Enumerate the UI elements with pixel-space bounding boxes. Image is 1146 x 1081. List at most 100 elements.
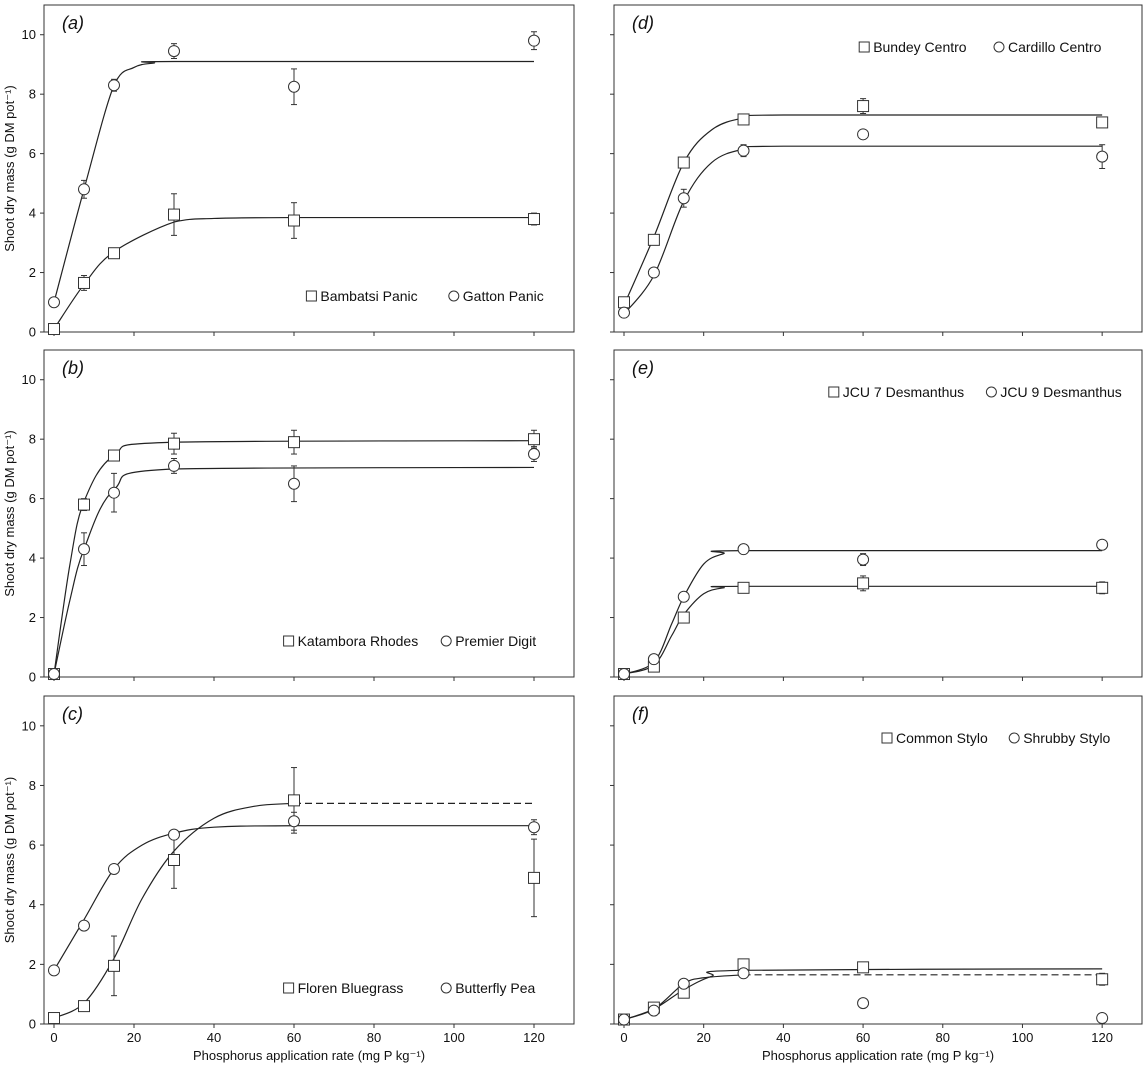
jcu-7-desmanthus-point <box>1096 581 1109 594</box>
y-tick-label: 6 <box>29 838 36 853</box>
y-tick-label: 8 <box>29 87 36 102</box>
floren-bluegrass-point <box>288 794 300 807</box>
premier-digit-point <box>108 486 120 499</box>
bambatsi-panic-legend-label: Bambatsi Panic <box>320 288 417 304</box>
panel-f-label: (f) <box>632 704 649 724</box>
panel-b: 0 2 4 6 8 10 (b) Shoot dry mass (g DM pot⁻¹) Kat… <box>2 349 575 685</box>
gatton-panic-point <box>528 34 540 47</box>
floren-bluegrass-legend-marker <box>283 982 295 994</box>
x-tick-label: 120 <box>1091 1030 1113 1045</box>
gatton-panic-point <box>48 296 60 309</box>
gatton-panic-point <box>108 79 120 92</box>
shrubby-stylo-point <box>857 997 870 1010</box>
butterfly-pea-legend-marker <box>440 982 452 994</box>
shrubby-stylo-point <box>737 967 750 980</box>
cardillo-centro-point <box>677 192 690 205</box>
x-tick-label: 0 <box>620 1030 627 1045</box>
y-tick-label: 0 <box>29 670 36 685</box>
jcu-9-desmanthus-point <box>618 668 630 681</box>
cardillo-centro-point <box>1096 150 1109 163</box>
x-tick-label: 40 <box>207 1030 221 1045</box>
gatton-panic-point <box>168 45 180 58</box>
bundey-centro-point <box>1096 116 1109 129</box>
bundey-centro-point <box>647 233 660 246</box>
common-stylo-legend-marker <box>881 732 893 744</box>
panel-c-label: (c) <box>62 704 83 724</box>
bambatsi-panic-point <box>78 276 90 289</box>
cardillo-centro-legend-label: Cardillo Centro <box>1008 39 1102 55</box>
katambora-rhodes-point <box>168 437 180 450</box>
bambatsi-panic-legend-marker <box>305 290 317 302</box>
jcu-7-desmanthus-point <box>857 577 870 590</box>
bundey-centro-legend-label: Bundey Centro <box>873 39 967 55</box>
premier-digit-point <box>168 459 180 472</box>
jcu-9-desmanthus-point <box>857 553 870 566</box>
butterfly-pea-point <box>168 828 180 841</box>
bundey-centro-point <box>618 296 630 309</box>
shrubby-stylo-point <box>677 977 690 990</box>
cardillo-centro-fit-line <box>623 145 1103 315</box>
katambora-rhodes-legend-label: Katambora Rhodes <box>298 633 419 649</box>
y-tick-label: 8 <box>29 432 36 447</box>
premier-digit-legend-label: Premier Digit <box>455 633 536 649</box>
cardillo-centro-point <box>647 266 660 279</box>
jcu-7-desmanthus-legend-marker <box>828 386 840 398</box>
y-axis-title: Shoot dry mass (g DM pot⁻¹) <box>2 777 17 944</box>
butterfly-pea-point <box>78 919 90 932</box>
panel-d: (d) Bundey Centro Cardillo Centro <box>610 4 1143 336</box>
premier-digit-point <box>78 543 90 556</box>
panel-e-label: (e) <box>632 358 654 378</box>
premier-digit-point <box>528 448 540 461</box>
y-tick-label: 0 <box>29 1017 36 1032</box>
butterfly-pea-fit-line <box>53 825 534 971</box>
jcu-9-desmanthus-point <box>677 590 690 603</box>
bundey-centro-point <box>677 156 690 169</box>
panel-e-frame <box>613 349 1143 678</box>
floren-bluegrass-point <box>48 1012 60 1025</box>
x-tick-label: 0 <box>50 1030 57 1045</box>
y-tick-label: 6 <box>29 146 36 161</box>
floren-bluegrass-point <box>168 854 180 866</box>
gatton-panic-point <box>78 183 90 196</box>
gatton-panic-legend-label: Gatton Panic <box>463 288 544 304</box>
panel-d-label: (d) <box>632 13 654 33</box>
panel-f: 0 20 40 60 80 100 120 (f) Phosphorus application… <box>610 695 1143 1063</box>
jcu-9-desmanthus-legend-marker <box>985 386 997 398</box>
katambora-rhodes-point <box>288 436 300 449</box>
jcu-7-desmanthus-point <box>677 611 690 624</box>
premier-digit-point <box>48 668 60 681</box>
bambatsi-panic-point <box>528 213 540 226</box>
y-tick-label: 10 <box>22 27 36 42</box>
gatton-panic-point <box>288 80 300 93</box>
y-tick-label: 8 <box>29 778 36 793</box>
shrubby-stylo-legend-marker <box>1008 732 1020 744</box>
cardillo-centro-point <box>857 128 870 141</box>
x-axis-title: Phosphorus application rate (mg P kg⁻¹) <box>762 1048 994 1063</box>
y-tick-label: 2 <box>29 957 36 972</box>
butterfly-pea-point <box>528 821 540 834</box>
x-tick-label: 80 <box>367 1030 381 1045</box>
bambatsi-panic-point <box>168 208 180 221</box>
jcu-9-desmanthus-point <box>737 543 750 556</box>
panel-b-frame <box>43 349 575 678</box>
butterfly-pea-point <box>108 862 120 875</box>
katambora-rhodes-point <box>108 449 120 462</box>
bambatsi-panic-point <box>48 323 60 336</box>
common-stylo-point <box>857 961 870 974</box>
panel-e: (e) JCU 7 Desmanthus JCU 9 Desmanthus <box>610 349 1143 681</box>
cardillo-centro-point <box>618 306 630 319</box>
y-axis-title: Shoot dry mass (g DM pot⁻¹) <box>2 85 17 252</box>
floren-bluegrass-point <box>528 871 540 884</box>
premier-digit-legend-marker <box>440 635 452 647</box>
jcu-9-desmanthus-point <box>647 653 660 666</box>
panel-b-label: (b) <box>62 358 84 378</box>
y-tick-label: 4 <box>29 206 36 221</box>
jcu-9-desmanthus-point <box>1096 538 1109 551</box>
floren-bluegrass-point <box>78 1000 90 1013</box>
jcu-9-desmanthus-fit-line <box>623 550 1103 675</box>
x-tick-label: 40 <box>776 1030 790 1045</box>
bambatsi-panic-point <box>288 214 300 227</box>
common-stylo-fit-line <box>623 968 1103 1021</box>
panel-a-frame <box>43 4 575 333</box>
common-stylo-point <box>1096 973 1109 986</box>
